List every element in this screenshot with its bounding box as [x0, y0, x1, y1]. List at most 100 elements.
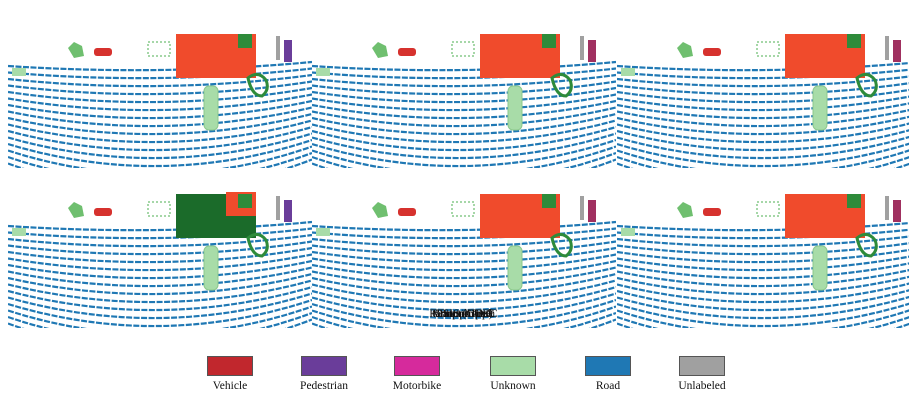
scan-line: [617, 82, 909, 95]
legend: Vehicle Pedestrian Motorbike Unknown Road Unl…: [0, 356, 909, 395]
scan-line: [617, 75, 909, 86]
figure: Ground TruthBottomUpBottomUp+E OSIS (Ours…: [0, 0, 909, 395]
legend-item: Unlabeled: [662, 356, 742, 392]
legend-label: Motorbike: [377, 380, 457, 392]
bush: [857, 234, 876, 256]
scan-line: [617, 62, 909, 70]
scan-line: [8, 222, 312, 230]
pedestrian: [893, 200, 901, 222]
pole: [885, 196, 889, 220]
vegetation: [372, 202, 388, 218]
car: [398, 208, 416, 216]
point-cloud: [617, 8, 909, 168]
legend-swatch: [585, 356, 631, 376]
pillar: [204, 246, 218, 290]
pole: [580, 196, 584, 220]
tree: [542, 194, 556, 208]
scan-line: [617, 121, 909, 143]
pillar: [813, 86, 827, 130]
building: [148, 202, 170, 216]
legend-label: Pedestrian: [284, 380, 364, 392]
scan-line: [617, 281, 909, 303]
building: [452, 202, 474, 216]
point-cloud: [312, 168, 616, 328]
pole: [276, 36, 280, 60]
scan-line: [617, 287, 909, 310]
legend-swatch: [679, 356, 725, 376]
point-cloud: [8, 8, 312, 168]
scan-line: [617, 242, 909, 255]
legend-item: Pedestrian: [284, 356, 364, 392]
left-object: [316, 228, 330, 236]
legend-item: Motorbike: [377, 356, 457, 392]
legend-item: Vehicle: [190, 356, 270, 392]
left-object: [621, 228, 635, 236]
pillar: [813, 246, 827, 290]
vegetation: [677, 42, 693, 58]
legend-item: Unknown: [473, 356, 553, 392]
tree: [847, 194, 861, 208]
scan-line: [617, 235, 909, 246]
left-object: [12, 228, 26, 236]
left-object: [316, 68, 330, 76]
panel: BottomUp: [312, 8, 617, 168]
building: [452, 42, 474, 56]
bush: [248, 234, 267, 256]
tree: [238, 194, 252, 208]
point-cloud: [8, 168, 312, 328]
panel: Ground Truth: [8, 8, 312, 168]
car: [703, 48, 721, 56]
scan-line: [8, 134, 312, 159]
panel-grid: Ground TruthBottomUpBottomUp+E OSIS (Ours…: [8, 8, 909, 328]
vegetation: [677, 202, 693, 218]
car: [94, 208, 112, 216]
pedestrian: [284, 40, 292, 62]
pole: [885, 36, 889, 60]
panel: OSIS (Ours): [8, 168, 312, 328]
scan-line: [312, 134, 616, 159]
building: [148, 42, 170, 56]
bush: [248, 74, 267, 96]
pedestrian: [588, 40, 596, 62]
tree: [542, 34, 556, 48]
bush: [857, 74, 876, 96]
pedestrian: [284, 200, 292, 222]
scan-line: [312, 62, 616, 70]
legend-swatch: [301, 356, 347, 376]
left-object: [12, 68, 26, 76]
tree: [847, 34, 861, 48]
panel: Panoptic3D: [312, 168, 617, 328]
bush: [552, 74, 571, 96]
vegetation: [372, 42, 388, 58]
scan-line: [617, 222, 909, 230]
pole: [580, 36, 584, 60]
legend-swatch: [394, 356, 440, 376]
scan-line: [8, 62, 312, 70]
bush: [552, 234, 571, 256]
legend-label: Unlabeled: [662, 380, 742, 392]
panel-caption: Panoptic3D+C: [8, 308, 909, 320]
pillar: [204, 86, 218, 130]
pillar: [508, 86, 522, 130]
vegetation: [68, 42, 84, 58]
building: [757, 42, 779, 56]
pedestrian: [893, 40, 901, 62]
car: [398, 48, 416, 56]
building: [757, 202, 779, 216]
scan-line: [312, 222, 616, 230]
point-cloud: [312, 8, 616, 168]
panel: BottomUp+E: [617, 8, 909, 168]
pillar: [508, 246, 522, 290]
point-cloud: [617, 168, 909, 328]
pedestrian: [588, 200, 596, 222]
legend-label: Road: [568, 380, 648, 392]
panel: Panoptic3D+C: [617, 168, 909, 328]
scan-line: [617, 127, 909, 150]
tree: [238, 34, 252, 48]
pole: [276, 196, 280, 220]
legend-label: Vehicle: [190, 380, 270, 392]
legend-label: Unknown: [473, 380, 553, 392]
legend-item: Road: [568, 356, 648, 392]
car: [703, 208, 721, 216]
legend-swatch: [490, 356, 536, 376]
